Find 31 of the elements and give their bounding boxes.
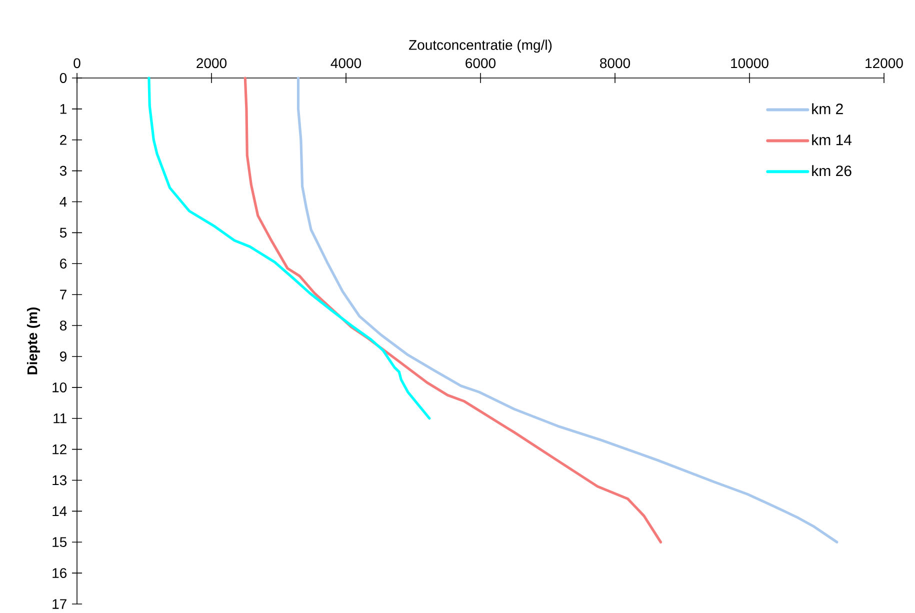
- y-tick-label: 15: [52, 537, 67, 548]
- y-tick-label: 4: [60, 196, 67, 207]
- y-tick-label: 5: [60, 228, 67, 238]
- line-series: [148, 76, 431, 420]
- y-tick-label: 17: [52, 599, 66, 609]
- y-tick-label: 6: [60, 258, 67, 269]
- y-tick-label: 13: [52, 475, 67, 486]
- y-tick-label: 9: [60, 352, 66, 362]
- x-tick-label: 4000: [330, 58, 362, 68]
- x-tick-label: 0: [74, 58, 80, 68]
- y-tick-label: 0: [60, 73, 67, 83]
- legend-label: km 2: [812, 103, 843, 114]
- x-tick-label: 2000: [196, 58, 227, 68]
- y-tick-label: 16: [52, 568, 67, 578]
- y-tick-label: 1: [60, 104, 66, 114]
- y-tick-label: 10: [52, 382, 67, 392]
- y-tick-label: 11: [54, 414, 66, 424]
- x-tick-label: 8000: [600, 58, 630, 68]
- x-axis-title: Zoutconcentratie (mg/l): [408, 40, 552, 53]
- legend-label: km 14: [812, 134, 852, 146]
- y-axis-title: Diepte (m): [26, 307, 40, 374]
- y-tick-label: 7: [60, 290, 66, 300]
- x-tick-label: 10000: [731, 58, 768, 68]
- x-tick-label: 6000: [466, 58, 496, 68]
- y-tick-label: 12: [52, 444, 66, 454]
- y-tick-label: 8: [60, 320, 67, 330]
- legend-label: km 26: [812, 165, 852, 176]
- y-tick-label: 14: [52, 506, 67, 516]
- y-tick-label: 2: [60, 134, 66, 145]
- x-tick-label: 12000: [866, 58, 903, 68]
- y-tick-label: 3: [60, 166, 67, 176]
